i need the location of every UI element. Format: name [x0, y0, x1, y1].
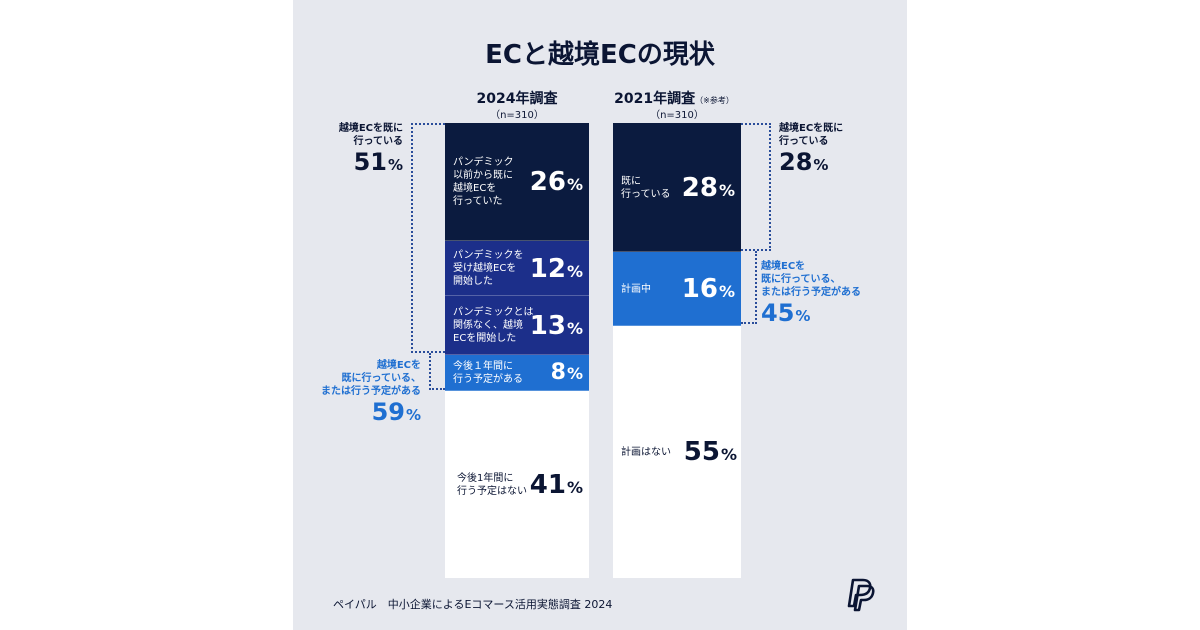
segment-value: 12%	[530, 255, 583, 286]
segment-value-number: 12	[529, 254, 566, 284]
segment-value: 55%	[684, 438, 737, 469]
segment-value: 41%	[530, 471, 583, 502]
annotation-right-current-label: 越境ECを既に 行っている	[779, 123, 844, 147]
annotation-right-planned: 越境ECを 既に行っている、 または行う予定がある 45%	[761, 260, 891, 330]
segment-value-number: 55	[683, 437, 720, 467]
annotation-left-planned-label: 越境ECを 既に行っている、 または行う予定がある	[321, 360, 421, 397]
segment-value: 16%	[682, 275, 735, 306]
bar-segment-y2024-1: パンデミックを 受け越境ECを 開始した 12%	[445, 241, 589, 296]
annotation-right-planned-value: 45%	[761, 299, 891, 330]
segment-value: 28%	[682, 174, 735, 205]
segment-label: パンデミックを 受け越境ECを 開始した	[453, 250, 524, 287]
bar-segment-y2024-2: パンデミックとは 関係なく、越境 ECを開始した 13%	[445, 296, 589, 355]
column-2021-note: （※参考）	[695, 96, 734, 105]
segment-value-number: 13	[529, 311, 566, 341]
segment-label: 計画中	[621, 284, 651, 295]
bar-column-2021: 既に 行っている 28% 計画中 16% 計画はない 55%	[613, 123, 741, 578]
segment-value: 8%	[551, 359, 583, 388]
bracket-2021-current	[741, 123, 771, 251]
segment-value-unit: %	[566, 478, 583, 497]
annotation-right-planned-label: 越境ECを 既に行っている、 または行う予定がある	[761, 261, 861, 298]
bar-segment-y2021-2: 計画はない 55%	[613, 326, 741, 578]
annotation-right-planned-number: 45	[761, 299, 795, 327]
segment-value-unit: %	[566, 364, 583, 383]
annotation-left-current: 越境ECを既に 行っている 51%	[303, 122, 403, 179]
segment-label: 今後1年間に 行う予定はない	[457, 473, 527, 497]
segment-value: 26%	[530, 168, 583, 199]
bracket-2021-planned	[741, 251, 757, 324]
annotation-left-current-unit: %	[387, 156, 403, 174]
column-2024-sample: （n=310）	[490, 110, 544, 121]
annotation-left-planned-value: 59%	[293, 398, 421, 429]
annotation-left-current-number: 51	[353, 148, 387, 176]
annotation-right-current-value: 28%	[779, 148, 889, 179]
segment-label: 計画はない	[621, 447, 671, 458]
annotation-left-planned-number: 59	[371, 398, 405, 426]
segment-value-unit: %	[718, 181, 735, 200]
segment-value-number: 28	[681, 173, 718, 203]
annotation-left-current-value: 51%	[303, 148, 403, 179]
annotation-right-current-number: 28	[779, 148, 813, 176]
chart-title: ECと越境ECの現状	[485, 40, 715, 70]
source-note: ペイパル 中小企業によるEコマース活用実態調査 2024	[333, 598, 613, 611]
bracket-2024-current	[411, 123, 445, 353]
segment-label: 既に 行っている	[621, 176, 671, 200]
segment-value-unit: %	[566, 262, 583, 281]
annotation-right-planned-unit: %	[795, 307, 811, 325]
annotation-right-current: 越境ECを既に 行っている 28%	[779, 122, 889, 179]
annotation-right-current-unit: %	[813, 156, 829, 174]
segment-value-unit: %	[720, 445, 737, 464]
segment-label: パンデミックとは 関係なく、越境 ECを開始した	[453, 307, 534, 344]
segment-value: 13%	[530, 312, 583, 343]
annotation-left-planned: 越境ECを 既に行っている、 または行う予定がある 59%	[293, 359, 421, 429]
column-2024-title: 2024年調査	[476, 91, 558, 107]
bar-segment-y2021-1: 計画中 16%	[613, 252, 741, 326]
bar-segment-y2024-0: パンデミック 以前から既に 越境ECを 行っていた 26%	[445, 123, 589, 241]
bracket-2024-planned	[429, 353, 445, 390]
infographic-panel: ECと越境ECの現状 2024年調査 （n=310） 2021年調査（※参考） …	[293, 0, 907, 630]
segment-value-number: 26	[529, 167, 566, 197]
annotation-left-planned-unit: %	[405, 406, 421, 424]
column-2021-title: 2021年調査	[614, 91, 696, 107]
segment-value-unit: %	[718, 282, 735, 301]
bar-segment-y2024-4: 今後1年間に 行う予定はない 41%	[445, 391, 589, 578]
column-2021-sample: （n=310）	[650, 110, 704, 121]
segment-value-unit: %	[566, 319, 583, 338]
paypal-logo-icon	[839, 572, 879, 612]
bar-column-2024: パンデミック 以前から既に 越境ECを 行っていた 26% パンデミックを 受け越境…	[445, 123, 589, 578]
segment-label: 今後１年間に 行う予定がある	[453, 361, 523, 385]
segment-value-unit: %	[566, 175, 583, 194]
bar-segment-y2021-0: 既に 行っている 28%	[613, 123, 741, 252]
segment-value-number: 16	[681, 274, 718, 304]
segment-value-number: 41	[529, 470, 566, 500]
bar-segment-y2024-3: 今後１年間に 行う予定がある 8%	[445, 355, 589, 391]
segment-label: パンデミック 以前から既に 越境ECを 行っていた	[453, 157, 514, 207]
segment-value-number: 8	[550, 360, 566, 385]
column-2021-header: 2021年調査（※参考）	[599, 88, 749, 108]
annotation-left-current-label: 越境ECを既に 行っている	[338, 123, 403, 147]
